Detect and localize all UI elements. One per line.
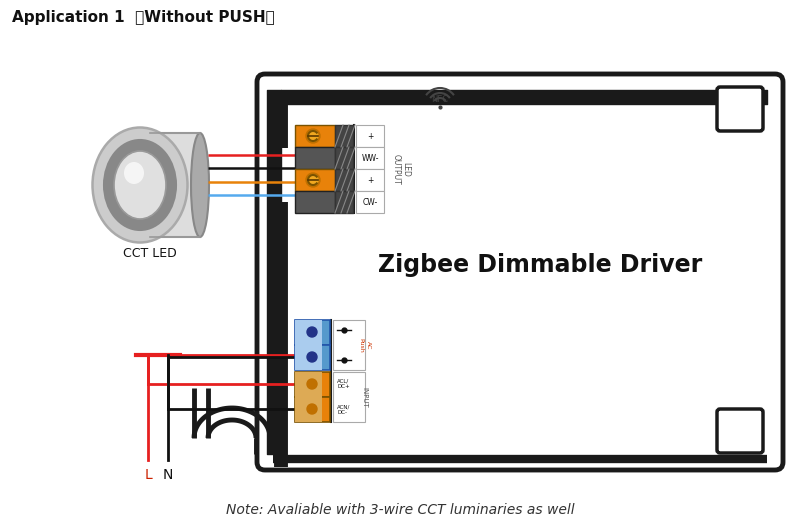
FancyBboxPatch shape <box>717 409 763 453</box>
Circle shape <box>307 352 317 362</box>
Bar <box>295 372 322 397</box>
Bar <box>333 320 365 370</box>
Bar <box>295 397 322 422</box>
Text: AC: AC <box>366 341 371 349</box>
Text: Push: Push <box>358 337 363 353</box>
Ellipse shape <box>93 127 187 242</box>
Bar <box>335 147 353 169</box>
Text: L: L <box>144 468 152 482</box>
Text: NFC: NFC <box>431 95 449 104</box>
Circle shape <box>307 404 317 414</box>
Text: CW-: CW- <box>362 198 378 206</box>
Bar <box>295 191 335 213</box>
Text: WW-: WW- <box>362 153 378 163</box>
Text: Note: Avaliable with 3-wire CCT luminaries as well: Note: Avaliable with 3-wire CCT luminari… <box>226 503 574 517</box>
Bar <box>295 345 330 370</box>
Ellipse shape <box>104 140 176 230</box>
Text: ACL/
DC+: ACL/ DC+ <box>337 379 350 389</box>
Bar <box>295 397 330 422</box>
Bar <box>295 320 330 345</box>
Circle shape <box>307 327 317 337</box>
Bar <box>295 125 335 147</box>
Ellipse shape <box>114 151 166 219</box>
Circle shape <box>306 129 320 143</box>
Circle shape <box>308 175 318 185</box>
Bar <box>335 125 353 147</box>
Bar <box>150 133 200 237</box>
Bar <box>295 169 335 191</box>
Circle shape <box>308 131 318 141</box>
Circle shape <box>306 173 320 187</box>
Text: OUTPUT: OUTPUT <box>391 153 401 185</box>
Text: +: + <box>367 132 373 140</box>
Text: N: N <box>163 468 173 482</box>
Bar <box>295 372 330 397</box>
Bar <box>333 372 365 422</box>
Ellipse shape <box>191 133 209 237</box>
Ellipse shape <box>124 162 144 184</box>
Bar <box>356 147 384 169</box>
Bar <box>356 191 384 213</box>
Text: Application 1  （Without PUSH）: Application 1 （Without PUSH） <box>12 10 274 25</box>
Text: INPUT: INPUT <box>361 387 367 407</box>
Bar <box>356 125 384 147</box>
Text: ACN/
DC-: ACN/ DC- <box>337 405 350 415</box>
Bar <box>295 147 335 169</box>
Circle shape <box>307 379 317 389</box>
Bar <box>295 320 322 345</box>
Text: CCT LED: CCT LED <box>123 247 177 260</box>
Text: Zigbee Dimmable Driver: Zigbee Dimmable Driver <box>378 253 702 277</box>
Text: +: + <box>367 176 373 185</box>
Text: LED: LED <box>402 162 410 176</box>
FancyBboxPatch shape <box>724 92 756 126</box>
FancyBboxPatch shape <box>724 414 756 448</box>
Bar <box>356 169 384 191</box>
Bar <box>335 169 353 191</box>
Bar <box>295 345 322 370</box>
Bar <box>335 191 353 213</box>
FancyBboxPatch shape <box>717 87 763 131</box>
